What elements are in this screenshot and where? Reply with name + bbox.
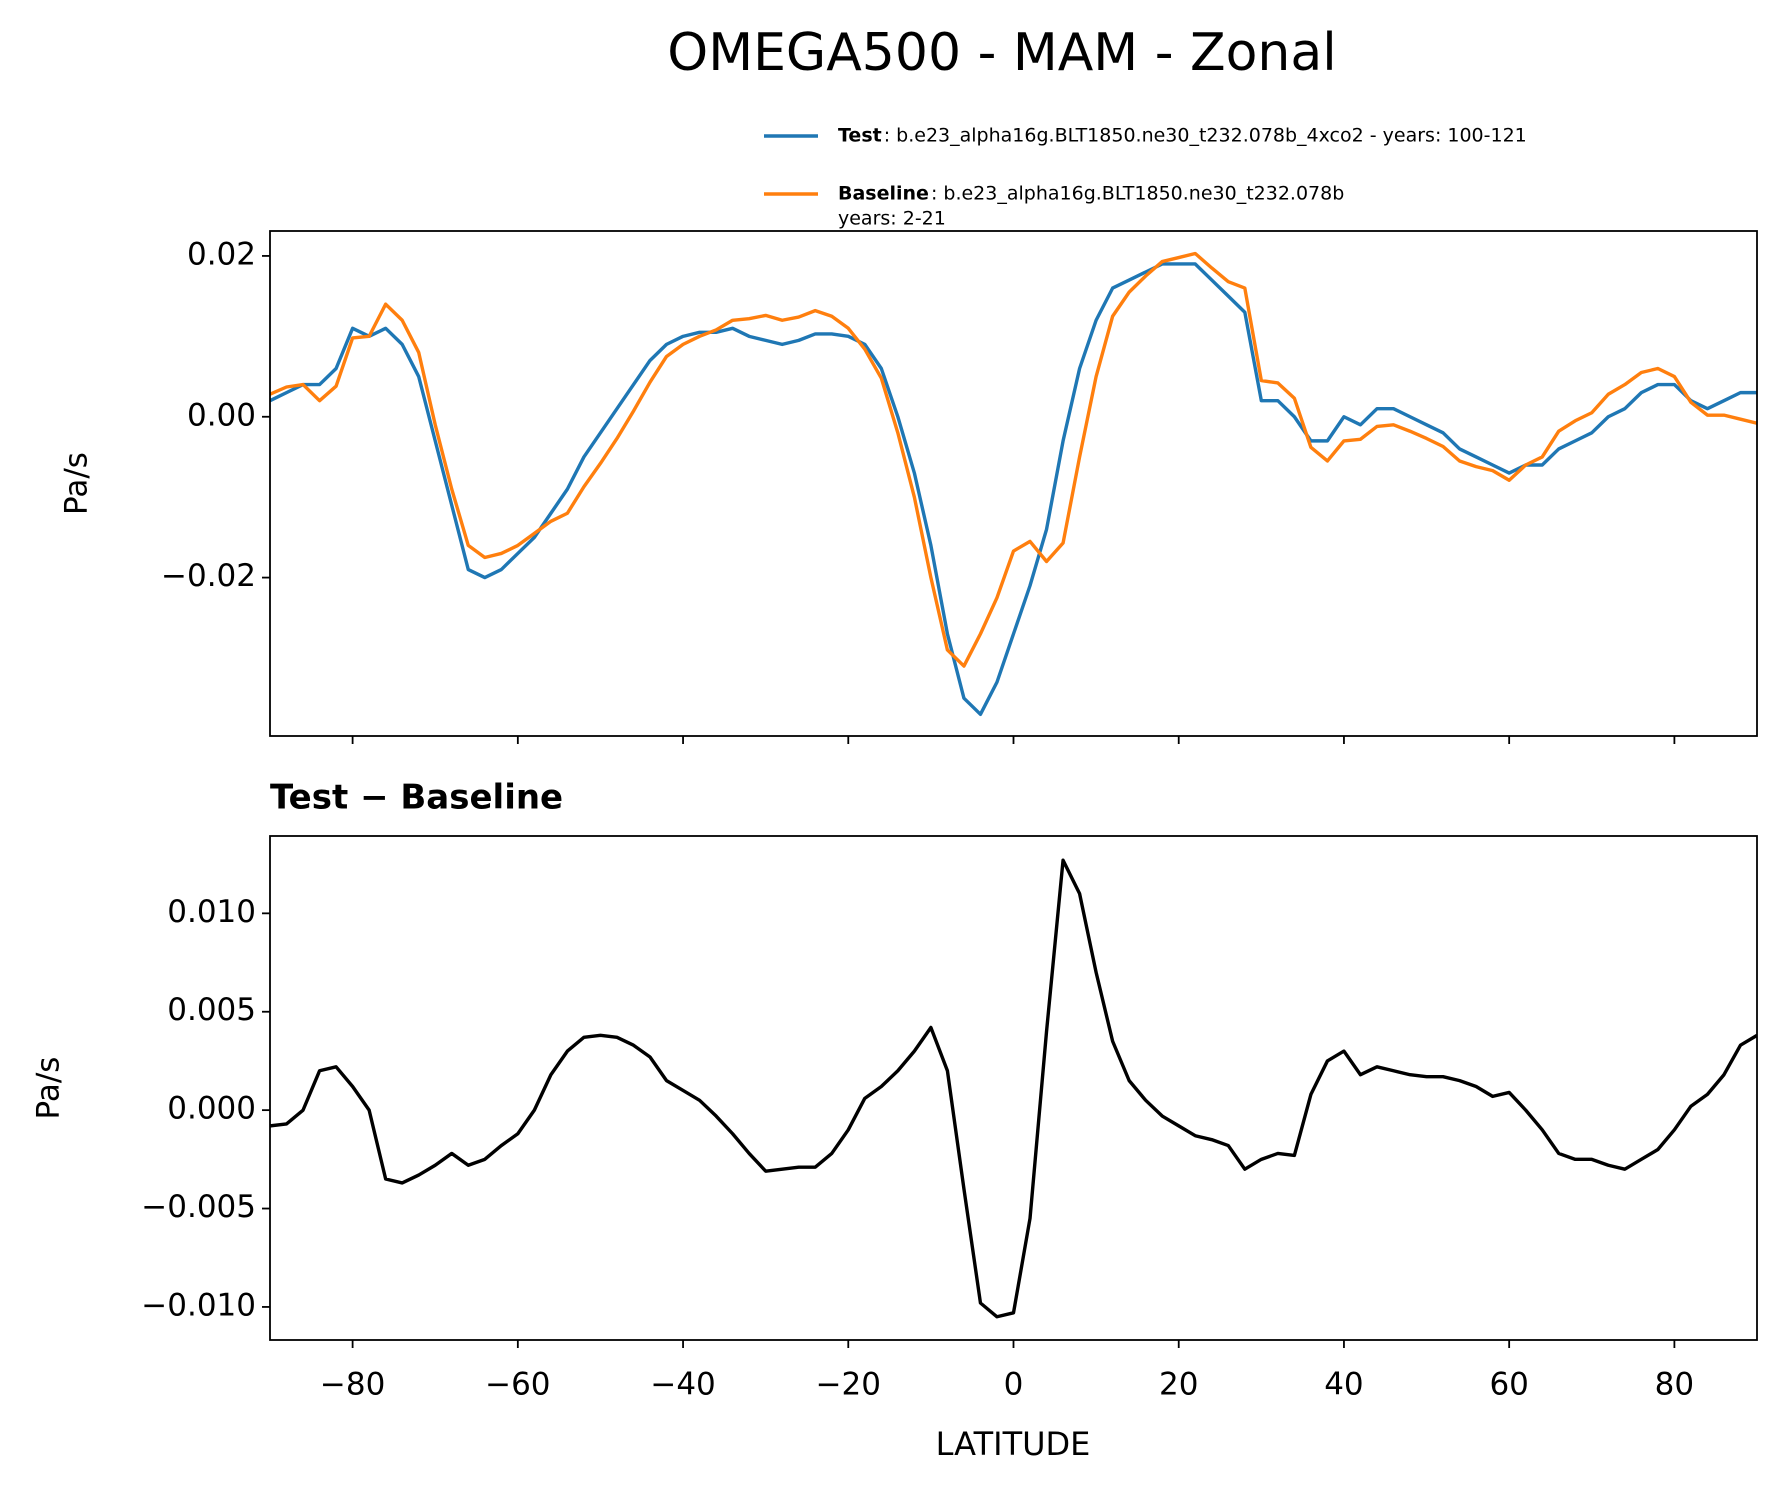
y-tick-label: −0.02 (161, 558, 256, 594)
axes-frame (269, 835, 1758, 1341)
line-series (270, 262, 1757, 716)
x-tick-label: −80 (320, 1367, 385, 1403)
x-tick-label: 40 (1324, 1367, 1363, 1403)
x-tick-label: −40 (650, 1367, 715, 1403)
x-tick-label: −20 (816, 1367, 881, 1403)
y-axis-label: Pa/s (31, 1057, 67, 1120)
legend-desc: : b.e23_alpha16g.BLT1850.ne30_t232.078b_… (884, 125, 1527, 147)
y-tick-label: −0.005 (141, 1189, 256, 1225)
y-tick-label: 0.005 (167, 992, 256, 1028)
y-tick-label: 0.010 (167, 894, 256, 930)
y-tick-label: 0.00 (187, 397, 256, 433)
y-tick-label: 0.02 (187, 236, 256, 272)
panel-title: Test − Baseline (270, 778, 563, 818)
line-series (270, 858, 1757, 1319)
x-tick-label: 0 (1004, 1367, 1024, 1403)
axes-frame (269, 230, 1758, 737)
legend-name: Baseline (838, 183, 929, 205)
legend-name: Test (838, 125, 882, 147)
x-axis-label: LATITUDE (936, 1425, 1091, 1463)
x-tick-label: 80 (1655, 1367, 1694, 1403)
x-tick-label: −60 (485, 1367, 550, 1403)
line-series (270, 251, 1757, 668)
y-axis-label: Pa/s (59, 452, 95, 515)
x-tick-label: 20 (1159, 1367, 1198, 1403)
figure-title: OMEGA500 - MAM - Zonal (667, 23, 1336, 83)
y-tick-label: −0.010 (141, 1287, 256, 1323)
x-tick-label: 60 (1489, 1367, 1528, 1403)
legend-desc: years: 2-21 (838, 208, 946, 230)
y-tick-label: 0.000 (167, 1091, 256, 1127)
legend-desc: : b.e23_alpha16g.BLT1850.ne30_t232.078b (931, 183, 1344, 205)
